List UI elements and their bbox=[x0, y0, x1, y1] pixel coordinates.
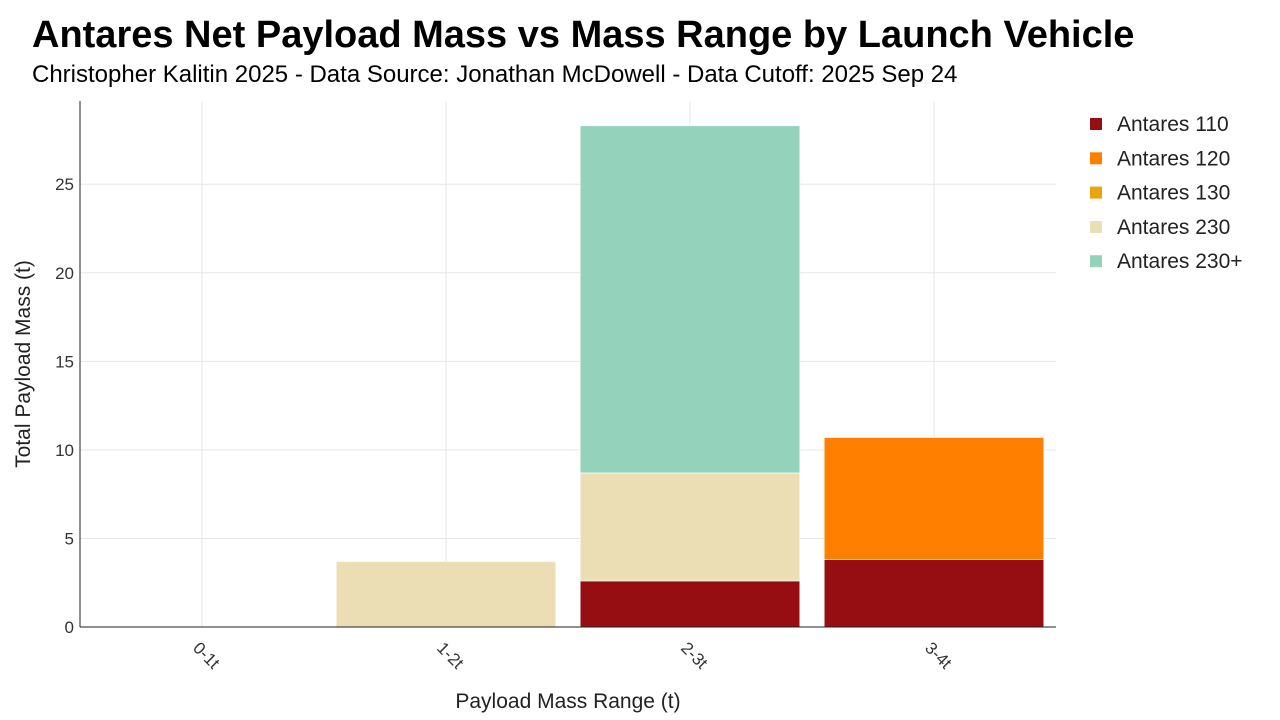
legend-label: Antares 120 bbox=[1117, 147, 1230, 170]
bar-segment bbox=[579, 580, 801, 628]
y-tick-label: 5 bbox=[65, 529, 74, 548]
legend-label: Antares 110 bbox=[1117, 113, 1229, 136]
bar-segment bbox=[579, 472, 801, 582]
legend-label: Antares 230+ bbox=[1117, 250, 1243, 273]
bar-segment bbox=[823, 559, 1045, 628]
bar-segment bbox=[335, 561, 557, 628]
bars bbox=[335, 125, 1045, 628]
x-tick-label: 1-2t bbox=[433, 638, 467, 672]
y-tick-label: 0 bbox=[65, 618, 74, 637]
axes bbox=[79, 101, 1056, 628]
legend-label: Antares 230 bbox=[1117, 216, 1230, 239]
y-tick-label: 20 bbox=[55, 264, 74, 283]
legend-swatch bbox=[1090, 118, 1102, 130]
legend-label: Antares 130 bbox=[1117, 182, 1230, 205]
legend-swatch bbox=[1090, 152, 1102, 165]
legend-swatch bbox=[1090, 255, 1102, 268]
legend: Antares 110 Antares 120 Antares 130 Antares… bbox=[1090, 113, 1243, 273]
x-tick-labels: 0-1t 1-2t 2-3t 3-4t bbox=[189, 638, 955, 672]
y-tick-label: 10 bbox=[55, 441, 74, 460]
bar-segment bbox=[579, 125, 801, 474]
x-tick-label: 0-1t bbox=[189, 638, 223, 672]
y-axis-title: Total Payload Mass (t) bbox=[12, 260, 35, 468]
x-axis-title: Payload Mass Range (t) bbox=[455, 690, 680, 713]
bar-segment bbox=[823, 437, 1045, 561]
chart-subtitle: Christopher Kalitin 2025 - Data Source: … bbox=[32, 61, 958, 88]
chart-title: Antares Net Payload Mass vs Mass Range b… bbox=[32, 14, 1135, 56]
y-tick-label: 25 bbox=[55, 175, 74, 194]
legend-swatch bbox=[1090, 220, 1102, 233]
y-tick-label: 15 bbox=[55, 352, 74, 371]
x-tick-label: 3-4t bbox=[921, 638, 955, 672]
legend-swatch bbox=[1090, 186, 1102, 199]
x-tick-label: 2-3t bbox=[677, 638, 711, 672]
y-tick-labels: 0 5 10 15 20 25 bbox=[55, 175, 74, 637]
